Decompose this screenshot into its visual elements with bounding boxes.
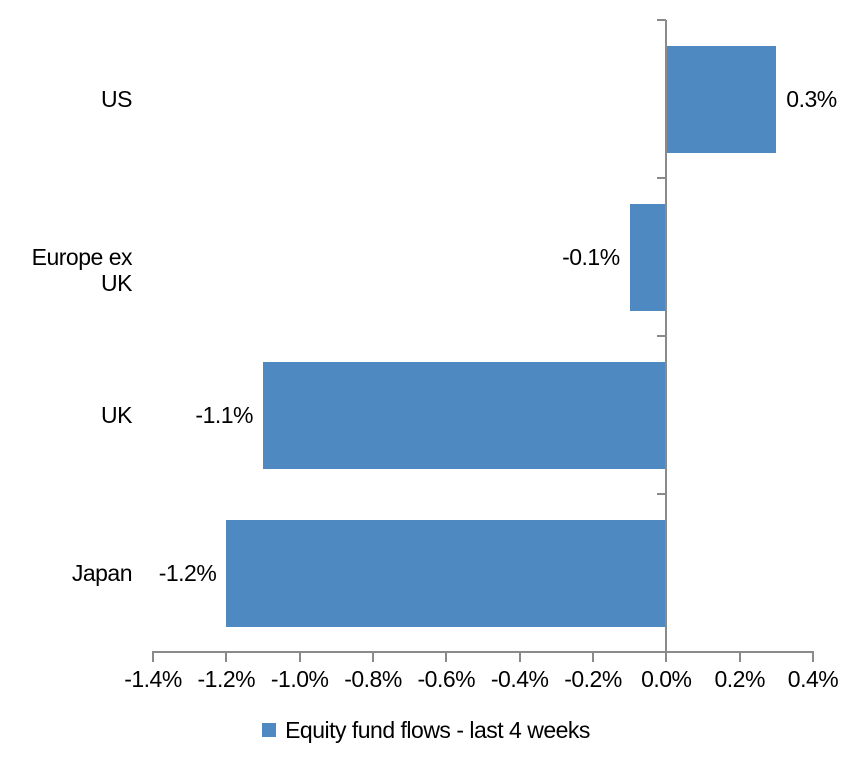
x-axis-tick (225, 653, 228, 662)
category-label: US (101, 86, 132, 112)
x-axis-tick (812, 653, 814, 662)
bar-japan (226, 519, 667, 627)
x-axis-tick (592, 653, 594, 662)
x-axis-tick-label: -0.6% (417, 666, 476, 692)
x-axis-tick (665, 653, 668, 662)
zero-axis-line (665, 20, 668, 651)
x-axis-tick-label: -0.8% (344, 666, 402, 692)
y-axis-tick (657, 493, 667, 495)
x-axis-tick-label: 0.4% (787, 666, 839, 692)
x-axis-tick (518, 653, 521, 662)
data-label: -1.2% (158, 560, 217, 586)
category-label: Japan (71, 560, 133, 586)
x-axis-tick (298, 653, 301, 662)
category-label: Europe ex UK (31, 244, 133, 296)
category-label: UK (101, 402, 132, 428)
data-label: 0.3% (786, 86, 837, 112)
x-axis-line (152, 651, 814, 653)
y-axis-tick (657, 335, 667, 337)
x-axis-tick (445, 653, 448, 662)
x-axis-tick-label: 0.2% (714, 666, 765, 692)
bar-us (666, 45, 777, 153)
data-label: -0.1% (562, 244, 620, 270)
legend: Equity fund flows - last 4 weeks (0, 714, 852, 746)
x-axis-tick-label: -1.0% (270, 666, 329, 692)
x-axis-tick (738, 653, 741, 662)
bar-uk (263, 361, 667, 469)
x-axis-tick-label: -0.2% (564, 666, 622, 692)
data-label: -1.1% (195, 402, 253, 428)
legend-series-swatch-icon (262, 723, 277, 737)
y-axis-tick (657, 19, 667, 21)
x-axis-tick (152, 653, 154, 662)
x-axis-tick-label: -0.4% (490, 666, 549, 692)
legend-series-label: Equity fund flows - last 4 weeks (285, 717, 590, 743)
x-axis-tick-label: -1.4% (124, 666, 182, 692)
x-axis-tick-label: -1.2% (197, 666, 256, 692)
x-axis-tick-label: 0.0% (641, 666, 692, 692)
x-axis-tick (372, 653, 374, 662)
y-axis-tick (657, 177, 667, 179)
bar-europe-ex-uk (629, 203, 667, 311)
